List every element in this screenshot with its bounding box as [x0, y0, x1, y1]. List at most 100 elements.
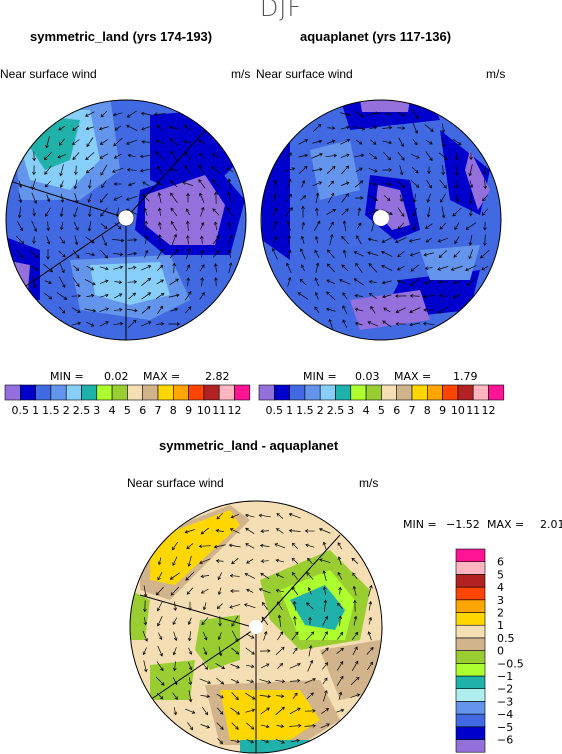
wind-vector-head	[386, 197, 391, 202]
wind-vector	[411, 109, 419, 119]
panel3-colorbar-swatch	[455, 675, 486, 689]
wind-vector-head	[119, 321, 124, 326]
wind-vector-head	[156, 124, 161, 129]
wind-vector-head	[235, 680, 240, 684]
wind-vector	[73, 206, 79, 218]
wind-vector	[173, 263, 175, 273]
wind-vector-head	[286, 262, 290, 267]
panel2-colorbar-tick-label: 1.5	[296, 404, 314, 417]
wind-vector-head	[356, 235, 360, 239]
wind-vector-head	[259, 543, 264, 548]
wind-vector-head	[143, 668, 148, 673]
wind-vector	[354, 278, 364, 286]
wind-vector	[230, 575, 240, 577]
panel2-colorbar-swatch	[335, 384, 352, 401]
panel3-colorbar-swatch	[455, 650, 486, 664]
wind-vector	[85, 252, 95, 256]
wind-vector-head	[76, 309, 81, 313]
wind-vector	[259, 588, 271, 594]
wind-vector-head	[187, 247, 191, 252]
wind-vector-head	[324, 615, 328, 620]
wind-vector-head	[143, 207, 148, 212]
wind-vector	[187, 235, 189, 245]
wind-vector	[397, 280, 405, 284]
wind-vector	[438, 238, 448, 242]
wind-vector	[174, 661, 176, 671]
wind-vector	[337, 602, 343, 610]
wind-vector	[203, 647, 207, 655]
wind-vector	[368, 195, 378, 201]
wind-vector	[343, 250, 347, 258]
panel2-colorbar-swatch	[442, 384, 459, 401]
wind-vector	[306, 572, 314, 580]
panel3-colorbar-swatch	[455, 624, 486, 639]
wind-vector	[427, 206, 431, 218]
wind-vector-head	[204, 666, 208, 670]
wind-vector-head	[174, 307, 179, 312]
wind-vector-head	[351, 557, 356, 562]
wind-vector-head	[304, 529, 309, 533]
wind-vector	[246, 722, 254, 730]
wind-vector	[101, 234, 107, 246]
wind-vector	[323, 690, 327, 702]
wind-vector	[172, 677, 178, 685]
wind-vector-head	[103, 242, 108, 247]
wind-vector	[469, 234, 473, 246]
wind-vector-head	[147, 277, 152, 282]
wind-vector	[170, 192, 178, 204]
panel2-colorbar-tick-label: 12	[482, 404, 496, 417]
panel3-map-border	[129, 500, 383, 754]
wind-vector-head	[157, 576, 161, 581]
wind-vector-head	[339, 279, 343, 283]
wind-vector-head	[368, 292, 373, 297]
wind-vector	[326, 140, 336, 144]
wind-vector-head	[211, 153, 216, 157]
wind-vector	[286, 194, 292, 202]
panel2-colorbar-swatch	[273, 384, 290, 401]
wind-vector-head	[31, 186, 35, 190]
wind-vector	[397, 151, 405, 161]
wind-vector-head	[186, 264, 191, 268]
wind-vector-head	[198, 164, 202, 169]
wind-vector	[425, 151, 433, 161]
wind-vector-head	[231, 623, 235, 627]
panel3-colorbar-swatch	[455, 688, 486, 702]
wind-vector	[60, 207, 64, 217]
wind-vector	[216, 677, 224, 685]
wind-vector-head	[340, 675, 344, 680]
wind-vector	[45, 207, 51, 217]
wind-vector-head	[251, 651, 255, 655]
panel3-colorbar-tick-label: 5	[497, 568, 504, 581]
wind-vector	[246, 739, 254, 743]
wind-vector	[113, 309, 123, 311]
wind-vector-head	[153, 112, 158, 117]
wind-vector	[343, 220, 347, 232]
wind-vector-head	[468, 242, 473, 246]
wind-vector	[329, 319, 333, 329]
wind-vector-head	[394, 294, 399, 298]
wind-vector	[182, 181, 194, 187]
wind-vector	[126, 195, 138, 201]
wind-vector-head	[469, 156, 473, 161]
wind-vector	[299, 279, 307, 285]
wind-vector	[156, 124, 164, 132]
panel2-colorbar-tick-label: 0.5	[266, 404, 284, 417]
wind-vector	[259, 514, 271, 518]
wind-vector	[314, 306, 320, 314]
wind-vector-head	[229, 573, 234, 578]
wind-vector-head	[203, 651, 208, 656]
wind-vector	[188, 555, 192, 567]
wind-vector-head	[90, 267, 95, 271]
wind-vector-head	[59, 226, 64, 231]
panel3-colorbar-tick-label: 0.5	[497, 632, 515, 645]
panel1-pole-marker	[117, 209, 135, 227]
wind-vector	[484, 234, 486, 246]
wind-vector-head	[99, 199, 104, 203]
wind-vector	[291, 631, 299, 641]
wind-vector	[217, 603, 223, 609]
wind-vector	[354, 111, 364, 117]
wind-vector	[156, 279, 164, 285]
wind-vector	[86, 166, 94, 174]
wind-vector-head	[45, 213, 49, 217]
